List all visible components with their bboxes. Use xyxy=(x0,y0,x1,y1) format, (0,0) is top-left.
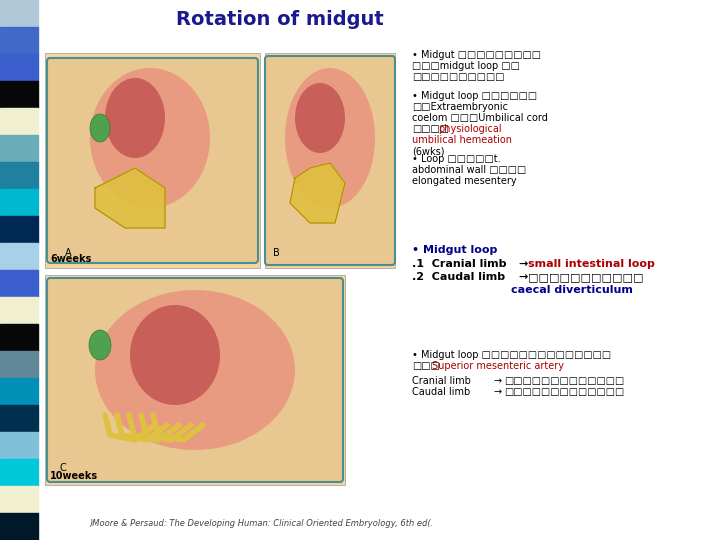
Text: .1  Cranial limb: .1 Cranial limb xyxy=(412,259,506,269)
Text: small intestinal loop: small intestinal loop xyxy=(528,259,655,269)
Bar xyxy=(0,162,38,189)
Text: Cranial limb: Cranial limb xyxy=(412,376,471,386)
Text: □□□: □□□ xyxy=(412,361,440,371)
Text: .2  Caudal limb: .2 Caudal limb xyxy=(412,272,505,282)
Text: )Moore & Persaud: The Developing Human: Clinical Oriented Embryology, 6th ed(.: )Moore & Persaud: The Developing Human: … xyxy=(90,519,434,528)
Text: →: → xyxy=(494,376,502,386)
Text: physiological: physiological xyxy=(438,124,502,134)
Bar xyxy=(0,513,38,540)
Polygon shape xyxy=(95,168,165,228)
Ellipse shape xyxy=(95,290,295,450)
Text: 6weeks: 6weeks xyxy=(50,254,91,264)
Bar xyxy=(0,135,38,162)
Text: B: B xyxy=(273,248,280,258)
Ellipse shape xyxy=(105,78,165,158)
Text: □□□□□□□□□□□□□: □□□□□□□□□□□□□ xyxy=(504,387,624,397)
Text: →: → xyxy=(518,272,527,282)
Bar xyxy=(0,270,38,297)
Text: A: A xyxy=(65,248,71,258)
Ellipse shape xyxy=(89,330,111,360)
FancyBboxPatch shape xyxy=(47,278,343,482)
Bar xyxy=(0,432,38,459)
Text: □□□□□□□□□□□: □□□□□□□□□□□ xyxy=(528,272,644,282)
Text: □□□midgut loop □□: □□□midgut loop □□ xyxy=(412,61,520,71)
Bar xyxy=(0,405,38,432)
Text: elongated mesentery: elongated mesentery xyxy=(412,176,517,186)
Polygon shape xyxy=(290,163,345,223)
Bar xyxy=(0,0,38,27)
Text: □□□□□□□□□□□□□: □□□□□□□□□□□□□ xyxy=(504,376,624,386)
Bar xyxy=(0,108,38,135)
Text: Caudal limb: Caudal limb xyxy=(412,387,470,397)
Bar xyxy=(45,275,345,485)
Text: coelom □□□Umbilical cord: coelom □□□Umbilical cord xyxy=(412,113,548,123)
Bar xyxy=(45,53,260,268)
Bar xyxy=(0,486,38,513)
Text: umbilical hemeation: umbilical hemeation xyxy=(412,135,512,145)
Bar xyxy=(0,243,38,270)
Text: Rotation of midgut: Rotation of midgut xyxy=(176,10,384,29)
FancyBboxPatch shape xyxy=(265,56,395,265)
Bar xyxy=(0,27,38,54)
Text: □□□□: □□□□ xyxy=(412,124,449,134)
Ellipse shape xyxy=(130,305,220,405)
Ellipse shape xyxy=(285,68,375,208)
Bar xyxy=(0,324,38,351)
Text: abdominal wall □□□□: abdominal wall □□□□ xyxy=(412,165,526,175)
Bar xyxy=(0,459,38,486)
Ellipse shape xyxy=(90,114,110,142)
Text: caecal diverticulum: caecal diverticulum xyxy=(511,285,633,295)
Text: C: C xyxy=(60,463,67,473)
Bar xyxy=(0,351,38,378)
Text: • Loop □□□□□t.: • Loop □□□□□t. xyxy=(412,154,500,164)
Bar xyxy=(0,378,38,405)
Bar xyxy=(0,216,38,243)
Text: • Midgut loop □□□□□□□□□□□□□□: • Midgut loop □□□□□□□□□□□□□□ xyxy=(412,350,611,360)
Bar xyxy=(265,53,395,268)
Text: Superior mesenteric artery: Superior mesenteric artery xyxy=(432,361,564,371)
Bar xyxy=(0,189,38,216)
Text: (6wks): (6wks) xyxy=(412,146,444,156)
Ellipse shape xyxy=(90,68,210,208)
Text: →: → xyxy=(518,259,527,269)
Text: • Midgut loop: • Midgut loop xyxy=(412,245,498,255)
Bar xyxy=(0,54,38,81)
Text: □□Extraembryonic: □□Extraembryonic xyxy=(412,102,508,112)
Text: • Midgut □□□□□□□□□: • Midgut □□□□□□□□□ xyxy=(412,50,541,60)
Text: • Midgut loop □□□□□□: • Midgut loop □□□□□□ xyxy=(412,91,537,101)
FancyBboxPatch shape xyxy=(47,58,258,263)
Bar xyxy=(0,81,38,108)
Bar xyxy=(0,297,38,324)
Text: →: → xyxy=(494,387,502,397)
Ellipse shape xyxy=(295,83,345,153)
Text: 10weeks: 10weeks xyxy=(50,471,98,481)
Text: □□□□□□□□□□: □□□□□□□□□□ xyxy=(412,72,505,82)
